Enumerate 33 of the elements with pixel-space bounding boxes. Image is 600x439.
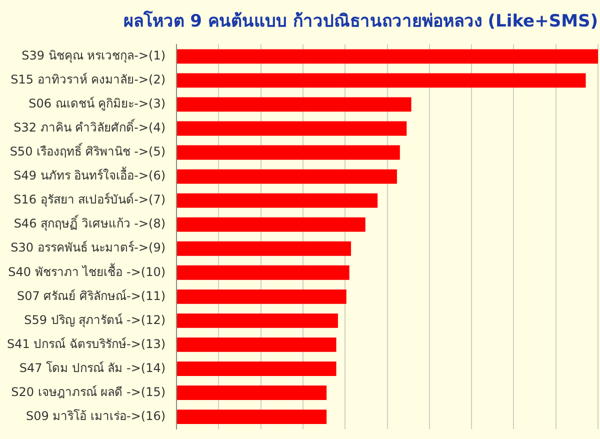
chart-title: ผลโหวต 9 คนต้นแบบ ก้าวปณิธานถวายพ่อหลวง (Like+SMS) [123,10,598,32]
bar [177,121,407,136]
bar [177,97,412,112]
bar [177,410,327,424]
y-tick-label: S20 เจษฎาภรณ์ ผลดี ->(15) [11,384,166,399]
y-tick-label: S40 พัชราภา ไชยเชื้อ ->(10) [8,262,166,279]
y-tick-label: S06 ณเดชน์ คูกิมิยะ->(3) [28,96,166,112]
y-tick-label: S49 นภัทร อินทร์ใจเอื้อ->(6) [14,166,166,183]
bar [177,169,397,184]
bar [177,217,366,232]
y-tick-label: S30 อรรคพันธ์ นะมาตร์->(9) [10,240,166,255]
bar [177,289,346,304]
bar [177,73,586,88]
bar [177,193,378,208]
bar [177,362,336,376]
y-tick-label: S50 เรืองฤทธิ์ ศิริพานิช ->(5) [10,142,166,159]
bar [177,338,336,352]
y-tick-label: S09 มาริโอ้ เมาเร่อ->(16) [26,408,166,423]
bar [177,313,338,328]
y-tick-label: S15 อาทิวราห์ คงมาลัย->(2) [10,72,166,87]
y-tick-label: S16 อุรัสยา สเปอร์บันด์->(7) [14,192,166,208]
bar [177,265,350,280]
y-tick-label: S46 สุกฤษฏิ์ วิเศษแก้ว ->(8) [14,214,166,232]
bar [177,241,352,256]
y-tick-label: S59 ปริญ สุภารัตน์ ->(12) [24,312,166,328]
bar [177,145,400,160]
y-tick-label: S32 ภาคิน คำวิลัยศักดิ์->(4) [14,118,166,135]
bar [177,49,598,64]
y-tick-label: S07 ศรัณย์ ศิริลักษณ์->(11) [16,288,166,303]
y-tick-label: S41 ปกรณ์ ฉัตรบริรักษ์->(13) [6,336,166,351]
y-tick-label: S39 นิชคุณ หรเวชกุล->(1) [22,48,166,64]
bar [177,386,327,400]
y-tick-label: S47 โดม ปกรณ์ ลัม ->(14) [19,360,166,375]
